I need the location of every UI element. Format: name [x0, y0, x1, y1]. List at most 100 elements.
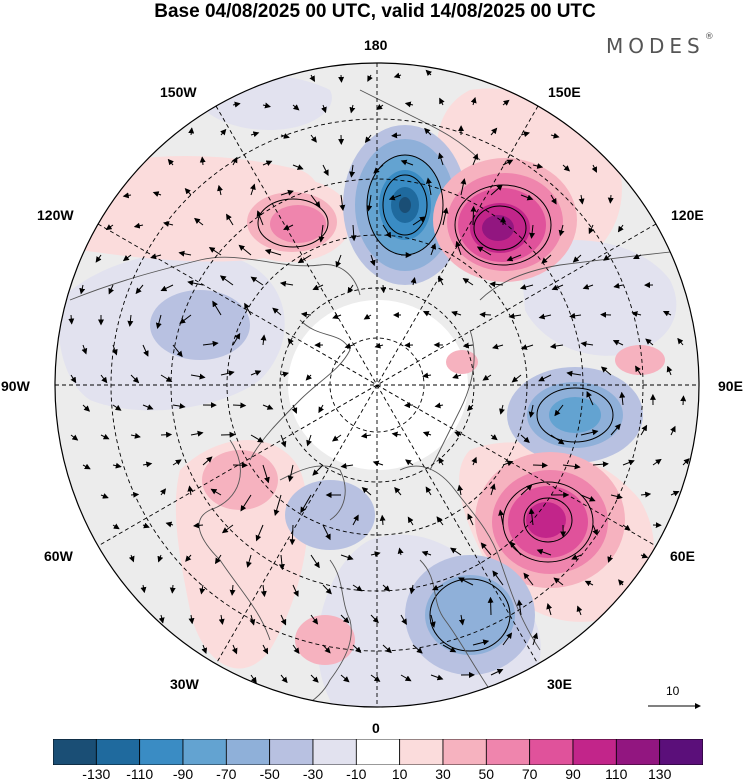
wind-vectors [68, 69, 690, 684]
wind-vector [591, 164, 597, 173]
wind-vector [172, 344, 183, 358]
wind-vector [422, 372, 432, 379]
colorbar-cell [355, 739, 401, 765]
wind-vector [280, 133, 290, 139]
wind-vector [300, 311, 312, 318]
wind-vector [160, 488, 166, 496]
wind-vector [572, 254, 582, 263]
wind-vector [322, 524, 331, 541]
wind-vector [554, 404, 564, 417]
colorbar-cell [139, 739, 184, 765]
wind-vector [280, 614, 287, 626]
wind-vector [364, 134, 372, 143]
wind-vector [219, 275, 234, 286]
wind-vector [458, 614, 465, 626]
wind-vector [442, 644, 457, 653]
wind-vector [618, 579, 625, 586]
anomaly-positive-north-pacific-west [228, 178, 352, 262]
colorbar-tick-label: -130 [82, 766, 111, 782]
colorbar-cell [312, 739, 357, 765]
colorbar-cell [95, 739, 141, 765]
wind-vector [100, 433, 110, 440]
anomaly-positive-greenland-atlantic [202, 345, 665, 665]
wind-vector [112, 523, 120, 530]
wind-vector [397, 547, 404, 556]
wind-vector [400, 614, 407, 625]
wind-vector [541, 254, 552, 264]
wind-vector [382, 224, 392, 239]
wind-vector [502, 159, 514, 166]
wind-vector [250, 674, 257, 684]
wind-vector [652, 458, 662, 466]
wind-vector [450, 547, 462, 556]
wind-vector [424, 127, 432, 136]
wind-vector [310, 194, 321, 208]
wind-vector [619, 391, 626, 406]
wind-vector [380, 284, 387, 294]
wind-vector [332, 313, 342, 320]
wind-vector [100, 374, 108, 384]
wind-vector [633, 253, 642, 259]
wind-vector [232, 332, 241, 346]
wind-vector [217, 184, 223, 196]
wind-vector [622, 459, 635, 466]
wind-vector [412, 216, 426, 226]
wind-vector [292, 104, 300, 111]
wind-vector [458, 577, 474, 586]
wind-vector [452, 373, 462, 379]
wind-vector [511, 374, 522, 383]
colorbar-tick-label: 10 [391, 766, 408, 782]
wind-vector [490, 184, 503, 196]
colorbar-tick-label: 70 [521, 766, 538, 782]
wind-vector [318, 404, 324, 414]
colorbar [53, 739, 703, 765]
wind-vector [122, 254, 132, 262]
wind-vector [250, 276, 264, 286]
wind-vector [283, 224, 294, 230]
wind-vector [218, 614, 225, 625]
wind-vector [111, 344, 118, 356]
wind-vector [292, 644, 300, 655]
wind-vector [142, 522, 150, 529]
wind-vector [566, 370, 582, 377]
wind-vector [262, 464, 270, 484]
wind-vector [677, 337, 684, 346]
wind-vector [350, 224, 357, 242]
wind-vector [562, 164, 571, 172]
colorbar-cell [442, 739, 487, 765]
wind-vector [262, 644, 269, 655]
wind-vector [480, 542, 492, 556]
wind-vector [289, 524, 296, 546]
wind-vector [246, 554, 252, 568]
wind-vector [528, 508, 535, 526]
wind-vector [214, 554, 222, 565]
lon-label-90e: 90E [718, 378, 743, 394]
colorbar-tick-label: -10 [346, 766, 367, 782]
colorbar-cell [399, 739, 444, 765]
wind-vector [382, 584, 391, 592]
wind-vector [142, 404, 154, 410]
wind-vector [603, 254, 612, 261]
wind-vector [467, 513, 474, 526]
wind-vector [220, 128, 227, 136]
wind-vector [352, 644, 362, 653]
wind-vector [158, 614, 165, 624]
wind-vector [680, 395, 687, 406]
wind-vector [520, 194, 534, 201]
wind-vector [349, 164, 356, 178]
lon-label-90w: 90W [1, 378, 30, 394]
wind-vector [532, 163, 544, 169]
wind-vector [529, 224, 536, 239]
wind-vector [322, 584, 332, 595]
wind-vector [335, 254, 342, 268]
wind-vector [220, 370, 235, 377]
colorbar-cell [615, 739, 661, 765]
wind-vector [185, 554, 192, 562]
wind-vector [249, 614, 256, 626]
wind-vector [455, 240, 462, 256]
wind-vector [169, 584, 176, 594]
wind-vector [670, 425, 676, 436]
lon-label-180: 180 [364, 37, 388, 53]
colorbar-tick-label: 50 [478, 766, 495, 782]
lon-label-60e: 60E [670, 548, 695, 564]
